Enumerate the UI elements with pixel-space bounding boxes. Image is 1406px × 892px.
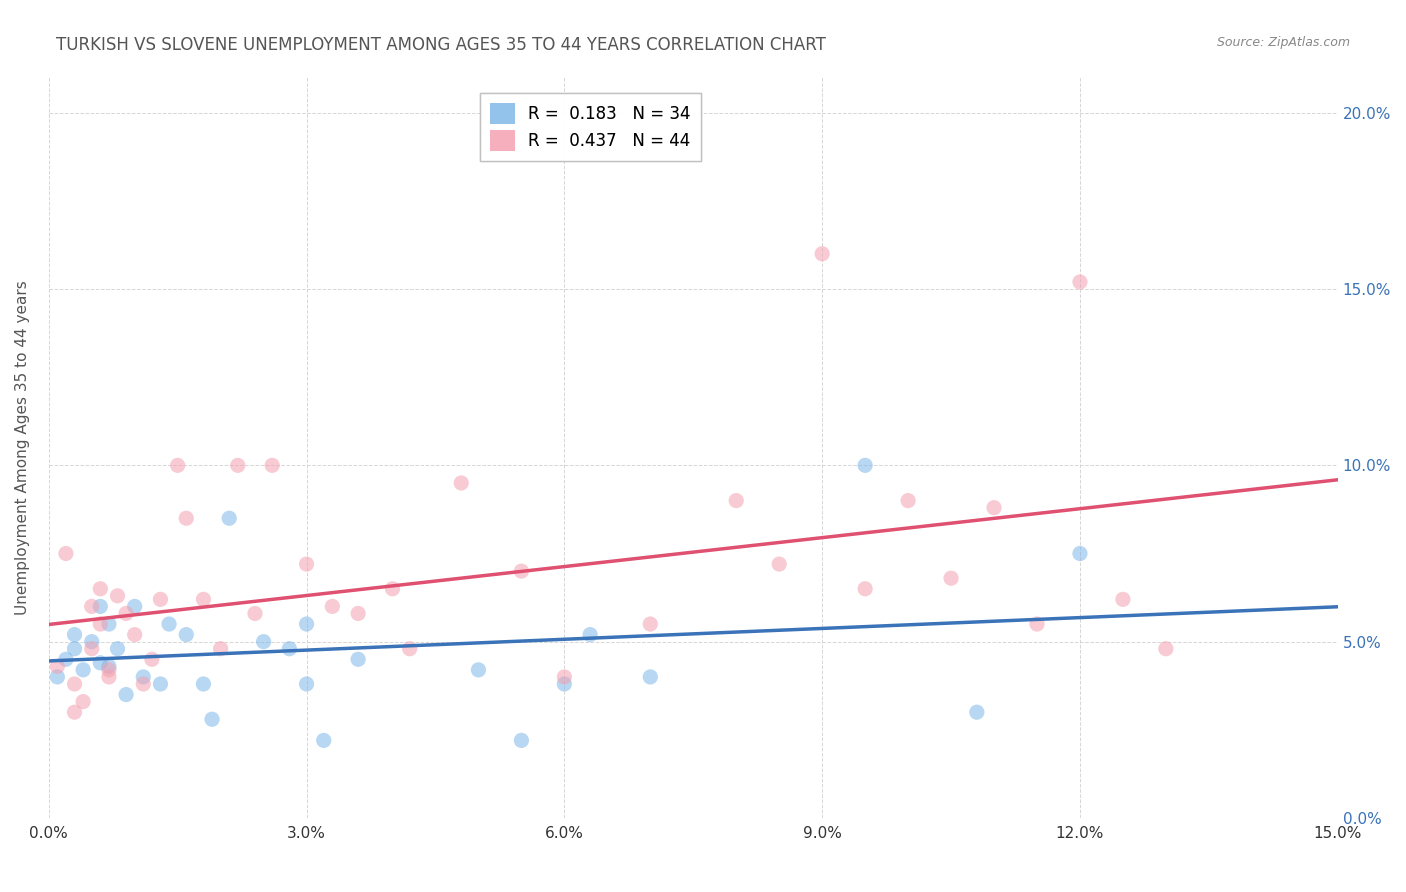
Point [768,557,790,571]
Text: TURKISH VS SLOVENE UNEMPLOYMENT AMONG AGES 35 TO 44 YEARS CORRELATION CHART: TURKISH VS SLOVENE UNEMPLOYMENT AMONG AG… [56,36,827,54]
Point [853,458,876,473]
Point [252,634,274,648]
Point [243,607,266,621]
Point [897,493,920,508]
Y-axis label: Unemployment Among Ages 35 to 44 years: Unemployment Among Ages 35 to 44 years [15,280,30,615]
Point [174,627,197,641]
Point [89,656,111,670]
Point [174,511,197,525]
Point [63,641,86,656]
Point [553,670,575,684]
Point [1069,547,1091,561]
Point [89,582,111,596]
Point [1154,641,1177,656]
Point [510,733,533,747]
Point [157,617,180,632]
Legend: R =  0.183   N = 34, R =  0.437   N = 44: R = 0.183 N = 34, R = 0.437 N = 44 [479,93,700,161]
Text: Source: ZipAtlas.com: Source: ZipAtlas.com [1216,36,1350,49]
Point [55,652,77,666]
Point [853,582,876,596]
Point [450,475,472,490]
Point [89,599,111,614]
Point [80,634,103,648]
Point [201,712,224,726]
Point [72,663,94,677]
Point [939,571,962,585]
Point [46,670,69,684]
Point [63,627,86,641]
Point [97,663,120,677]
Point [640,617,662,632]
Point [55,547,77,561]
Point [97,670,120,684]
Point [579,627,602,641]
Point [107,641,129,656]
Point [347,607,370,621]
Point [1112,592,1135,607]
Point [149,677,172,691]
Point [132,670,155,684]
Point [347,652,370,666]
Point [467,663,489,677]
Point [278,641,301,656]
Point [115,688,138,702]
Point [132,677,155,691]
Point [262,458,284,473]
Point [811,246,834,260]
Point [966,705,988,719]
Point [1069,275,1091,289]
Point [321,599,343,614]
Point [226,458,249,473]
Point [295,677,318,691]
Point [124,599,146,614]
Point [89,617,111,632]
Point [218,511,240,525]
Point [46,659,69,673]
Point [295,557,318,571]
Point [510,564,533,578]
Point [983,500,1005,515]
Point [553,677,575,691]
Point [1026,617,1049,632]
Point [63,677,86,691]
Point [295,617,318,632]
Point [72,695,94,709]
Point [193,677,215,691]
Point [115,607,138,621]
Point [97,617,120,632]
Point [398,641,420,656]
Point [107,589,129,603]
Point [312,733,335,747]
Point [97,659,120,673]
Point [124,627,146,641]
Point [193,592,215,607]
Point [725,493,748,508]
Point [141,652,163,666]
Point [381,582,404,596]
Point [80,641,103,656]
Point [209,641,232,656]
Point [166,458,188,473]
Point [149,592,172,607]
Point [640,670,662,684]
Point [63,705,86,719]
Point [80,599,103,614]
